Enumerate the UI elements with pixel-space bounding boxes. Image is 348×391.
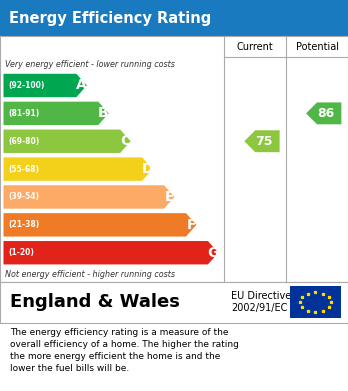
Text: (81-91): (81-91)	[9, 109, 40, 118]
Text: (39-54): (39-54)	[9, 192, 40, 201]
Text: (1-20): (1-20)	[9, 248, 34, 257]
Text: Energy Efficiency Rating: Energy Efficiency Rating	[9, 11, 211, 26]
Polygon shape	[306, 102, 341, 124]
Text: Not energy efficient - higher running costs: Not energy efficient - higher running co…	[5, 269, 175, 279]
Text: EU Directive: EU Directive	[231, 291, 292, 301]
Text: B: B	[98, 106, 109, 120]
Text: Very energy efficient - lower running costs: Very energy efficient - lower running co…	[5, 59, 175, 69]
Text: A: A	[76, 79, 87, 93]
Polygon shape	[3, 185, 174, 209]
Text: 75: 75	[255, 135, 272, 148]
Bar	[290, 285, 341, 318]
Bar	[0, 282, 348, 323]
Polygon shape	[3, 158, 152, 181]
Text: The energy efficiency rating is a measure of the
overall efficiency of a home. T: The energy efficiency rating is a measur…	[10, 328, 239, 373]
Bar	[0, 36, 348, 282]
Polygon shape	[244, 130, 280, 152]
Text: England & Wales: England & Wales	[10, 293, 180, 311]
Text: (21-38): (21-38)	[9, 221, 40, 230]
Text: (69-80): (69-80)	[9, 137, 40, 146]
Text: G: G	[207, 246, 219, 260]
Polygon shape	[3, 102, 109, 125]
Text: Current: Current	[237, 41, 274, 52]
Text: 86: 86	[317, 107, 334, 120]
Polygon shape	[3, 129, 130, 153]
Text: D: D	[142, 162, 153, 176]
Text: F: F	[187, 218, 196, 232]
Text: 2002/91/EC: 2002/91/EC	[231, 303, 288, 313]
Text: (92-100): (92-100)	[9, 81, 45, 90]
Text: C: C	[120, 134, 130, 148]
Text: Potential: Potential	[295, 41, 339, 52]
Bar	[0, 0, 348, 36]
Polygon shape	[3, 74, 87, 97]
Text: E: E	[165, 190, 174, 204]
Polygon shape	[3, 213, 196, 237]
Polygon shape	[3, 241, 218, 264]
Text: (55-68): (55-68)	[9, 165, 40, 174]
